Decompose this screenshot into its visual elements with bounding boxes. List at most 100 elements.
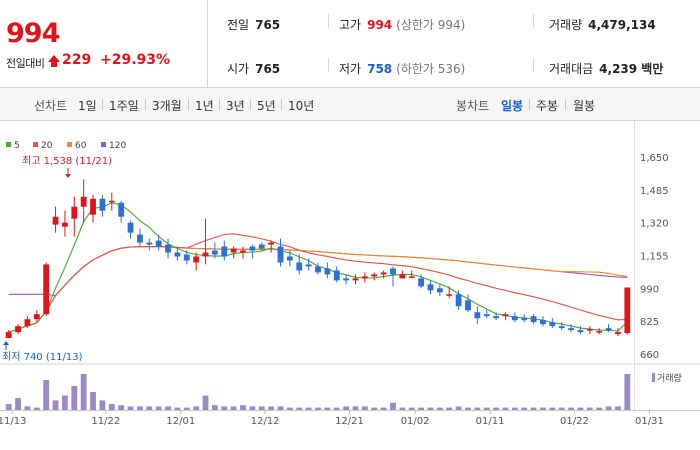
line-period-1y[interactable]: 1년	[195, 99, 214, 113]
candle	[183, 250, 190, 265]
y-tick-label: 1,650	[640, 153, 669, 164]
volume-bar	[71, 386, 78, 410]
candle-body	[436, 288, 443, 293]
candle-period-monthly[interactable]: 월봉	[573, 99, 596, 113]
candle	[15, 324, 21, 335]
candle	[118, 200, 125, 223]
candle	[586, 326, 593, 335]
candle-body	[174, 252, 181, 257]
volume-bar	[380, 407, 387, 410]
line-period-1d[interactable]: 1일	[78, 99, 97, 113]
candle	[305, 258, 312, 271]
candle	[465, 294, 471, 313]
volume-bar	[15, 398, 21, 410]
volume-bar	[455, 406, 462, 410]
volume-bar	[240, 405, 246, 410]
candle-period-daily[interactable]: 일봉	[501, 99, 524, 113]
candle	[137, 228, 143, 247]
candle	[202, 218, 209, 265]
candle-body	[343, 278, 350, 281]
line-period-3m[interactable]: 3개월	[152, 99, 182, 113]
volume-bar	[408, 407, 415, 410]
candle-body	[146, 242, 153, 245]
candle-body	[33, 314, 40, 320]
volume-bar	[43, 380, 50, 410]
volume-bar	[577, 407, 584, 410]
candle-body	[99, 198, 106, 211]
volume-bar	[99, 400, 106, 410]
stat-open: 시가 765	[227, 62, 281, 76]
legend-swatch-5	[6, 142, 11, 147]
candle-body	[90, 198, 96, 215]
candle	[521, 314, 528, 323]
chart-toolbar: 선차트 1일 1주일 3개월 1년 3년 5년 10년 봉차트 일봉 주봉 월봉	[0, 88, 700, 121]
volume-bar	[193, 406, 200, 410]
candlestick-chart[interactable]: 1,650 1,485 1,320 1,155 990 825 660 11/13 11/22 1…	[0, 121, 700, 450]
volume-bar	[249, 406, 256, 410]
stat-low: 저가 758 (하한가 536)	[339, 62, 466, 76]
x-tick-label: 11/13	[0, 416, 26, 427]
volume-bar	[446, 407, 453, 410]
candle-body	[230, 248, 237, 253]
line-period-5y[interactable]: 5년	[257, 99, 276, 113]
volume-bar	[118, 405, 125, 410]
candle	[165, 238, 171, 259]
candle-period-weekly[interactable]: 주봉	[536, 99, 559, 113]
candle	[52, 206, 59, 233]
min-arrow-head	[3, 341, 9, 345]
candle	[24, 316, 31, 329]
candle-body	[408, 276, 415, 278]
candle-body	[127, 222, 134, 233]
candle	[558, 322, 565, 331]
candle	[549, 318, 556, 329]
candle-body	[324, 268, 331, 275]
volume-bar	[558, 407, 565, 410]
volume-bar	[202, 395, 209, 410]
volume-bar	[371, 407, 378, 410]
line-period-3y[interactable]: 3년	[226, 99, 245, 113]
candle-body	[615, 332, 621, 335]
candle-body	[474, 312, 481, 319]
candle	[80, 179, 87, 223]
line-period-10y[interactable]: 10년	[288, 99, 315, 113]
price-summary: 994 전일대비 229 +29.93%	[0, 0, 208, 87]
candle-body	[15, 326, 21, 333]
volume-bar	[127, 406, 134, 410]
volume-bar	[277, 406, 284, 410]
volume-bar	[165, 406, 171, 410]
candle	[230, 246, 237, 259]
volume-bar	[540, 407, 546, 410]
candle-body	[137, 234, 143, 243]
candle	[483, 310, 490, 319]
candle-body	[446, 294, 453, 296]
candle	[221, 240, 228, 261]
candle-body	[5, 332, 12, 339]
candle-body	[624, 287, 631, 334]
candle-body	[315, 266, 321, 273]
volume-bar	[427, 407, 434, 410]
legend-label-20: 20	[41, 141, 53, 151]
candle	[596, 328, 603, 335]
x-tick-label: 01/31	[635, 416, 664, 427]
x-tick-label: 01/11	[476, 416, 505, 427]
min-annotation: 최저 740 (11/13)	[2, 351, 83, 363]
legend-swatch-60	[67, 142, 72, 147]
legend-label-5: 5	[14, 141, 20, 151]
candle	[240, 246, 246, 259]
y-tick-label: 1,320	[640, 219, 669, 230]
candle-body	[62, 222, 68, 227]
current-price: 994	[6, 18, 60, 49]
candle	[390, 266, 396, 287]
x-tick-label: 01/22	[560, 416, 589, 427]
candle-body	[521, 318, 528, 321]
candle	[511, 312, 518, 323]
line-period-1w[interactable]: 1주일	[109, 99, 139, 113]
y-tick-label: 990	[640, 284, 659, 295]
candle-body	[586, 329, 593, 331]
candle-body	[80, 196, 87, 207]
candle	[474, 306, 481, 325]
candle-body	[333, 270, 340, 281]
volume-bar	[315, 407, 321, 410]
candle	[268, 240, 275, 253]
legend-label-120: 120	[109, 141, 126, 151]
